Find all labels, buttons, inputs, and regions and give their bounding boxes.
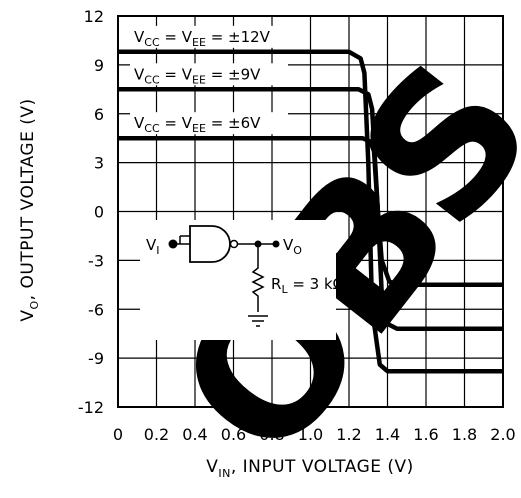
series-label-sub: CC [144, 36, 160, 49]
series-label-text: VCC = VEE = ±6V [134, 114, 261, 135]
chart-series [118, 49, 503, 374]
y-axis-title-sub: O [28, 300, 41, 309]
x-tick-label: 0 [113, 425, 123, 444]
y-tick-label: -6 [88, 300, 104, 319]
inset-input-sub: I [156, 244, 159, 257]
inset-input-main: V [146, 236, 157, 254]
x-tick-label: 0.2 [144, 425, 169, 444]
x-tick-labels: 0 0.2 0.4 0.6 0.8 1.0 1.2 1.4 1.6 1.8 2.0 [113, 425, 516, 444]
inset-output-main: V [283, 236, 294, 254]
x-tick-label: 1.8 [452, 425, 477, 444]
plot-frame [117, 15, 504, 408]
series-label-part: V [134, 65, 145, 83]
load-label: RL = 3 kΩ [271, 275, 344, 296]
series-label-sub: EE [192, 36, 206, 49]
x-tick-label: 0.8 [259, 425, 284, 444]
y-tick-label: 0 [94, 203, 104, 222]
x-tick-label: 1.6 [413, 425, 438, 444]
series-label-part: = V [160, 28, 193, 46]
series-label-text: VCC = VEE = ±12V [134, 28, 271, 49]
series-label-part: V [134, 114, 145, 132]
series-label-part: = V [160, 114, 193, 132]
x-tick-label: 2.0 [490, 425, 515, 444]
output-node [272, 240, 280, 248]
load-label-main: R [271, 275, 281, 293]
x-tick-label: 1.2 [336, 425, 361, 444]
series-line-2 [118, 135, 503, 288]
series-label-bg [130, 25, 288, 48]
series-label-1: VCC = VEE = ±9V [130, 63, 288, 86]
series-label-sub: EE [192, 122, 206, 135]
series-label-text: VCC = VEE = ±9V [134, 65, 261, 86]
series-label-part: = ±12V [206, 28, 271, 46]
load-label-sub: L [281, 283, 288, 296]
series-label-bg [130, 112, 288, 135]
y-tick-label: -9 [88, 349, 104, 368]
y-tick-label: 9 [94, 56, 104, 75]
x-tick-label: 0.6 [221, 425, 246, 444]
series-label-part: = V [160, 65, 193, 83]
y-axis-title-main: V [18, 309, 38, 321]
inset-input-label: VI [146, 236, 160, 257]
series-label-0: VCC = VEE = ±12V [130, 25, 288, 49]
nand-gate [189, 225, 231, 263]
y-tick-label: 6 [94, 105, 104, 124]
inset-output-label: VO [283, 236, 302, 257]
series-label-bg [130, 63, 288, 86]
y-axis-title: VO, OUTPUT VOLTAGE (V) [18, 98, 41, 321]
x-tick-label: 1.4 [375, 425, 400, 444]
series-label-sub: CC [144, 73, 160, 86]
y-axis-title-rest: , OUTPUT VOLTAGE (V) [18, 98, 38, 300]
load-resistor [251, 244, 265, 312]
inset-output-sub: O [293, 244, 302, 257]
y-tick-label: 12 [84, 7, 104, 26]
series-label-part: = ±9V [206, 65, 261, 83]
series-label-sub: EE [192, 73, 206, 86]
series-label-part: = ±6V [206, 114, 261, 132]
x-tick-label: 1.0 [298, 425, 323, 444]
y-tick-label: 3 [94, 154, 104, 173]
series-label-2: VCC = VEE = ±6V [130, 112, 288, 135]
x-axis-title-main: V [206, 457, 218, 477]
inversion-bubble [229, 239, 239, 249]
series-label-part: V [134, 28, 145, 46]
y-tick-label: -12 [78, 398, 104, 417]
y-tick-label: -3 [88, 251, 104, 270]
y-tick-labels: 12 9 6 3 0 -3 -6 -9 -12 [78, 7, 104, 417]
x-tick-label: 0.4 [182, 425, 207, 444]
load-label-value: = 3 kΩ [288, 275, 345, 293]
x-axis-title: VIN, INPUT VOLTAGE (V) [206, 457, 414, 480]
series-label-sub: CC [144, 122, 160, 135]
series-line-0 [118, 49, 503, 374]
x-axis-title-sub: IN [218, 467, 230, 480]
x-axis-title-rest: , INPUT VOLTAGE (V) [231, 457, 414, 477]
